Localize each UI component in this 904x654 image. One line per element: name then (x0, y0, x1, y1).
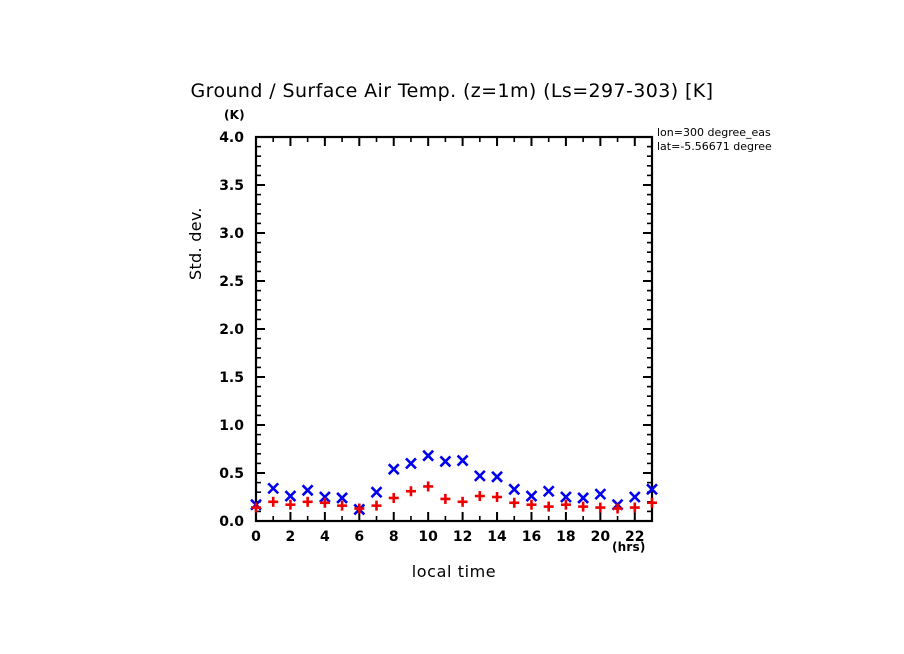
y-axis-unit-label: (K) (224, 108, 245, 122)
annotation-lat: lat=-5.56671 degree (657, 140, 772, 153)
data-markers-layer (250, 449, 658, 516)
data-point (423, 481, 434, 492)
svg-text:6: 6 (354, 529, 364, 545)
x-axis-ticks (255, 137, 653, 521)
y-axis-ticks (256, 136, 652, 522)
data-point (251, 502, 261, 513)
data-point (473, 469, 486, 482)
data-point (267, 482, 280, 495)
data-point (371, 500, 382, 511)
data-point (268, 496, 279, 507)
data-point (388, 492, 399, 503)
data-point (525, 490, 538, 502)
x-axis-tick-labels: 0 2 4 6 8 10 12 14 16 18 20 22 (251, 529, 644, 545)
data-point (629, 502, 640, 513)
data-point (301, 484, 314, 497)
y-axis-tick-labels: 0.0 0.5 1.0 1.5 2.0 2.5 3.0 3.5 4.0 (219, 130, 244, 530)
x-axis-unit-label: (hrs) (612, 540, 646, 554)
data-point (370, 486, 383, 499)
svg-text:16: 16 (522, 529, 541, 545)
axes-frame (254, 135, 654, 523)
data-point (319, 497, 330, 508)
data-point (474, 491, 485, 502)
svg-text:2: 2 (286, 529, 296, 545)
data-point (422, 449, 435, 462)
svg-text:0.5: 0.5 (219, 466, 244, 482)
svg-text:20: 20 (591, 529, 611, 545)
svg-text:1.0: 1.0 (219, 418, 244, 434)
svg-text:1.5: 1.5 (219, 370, 244, 386)
data-point (302, 496, 313, 507)
data-point (387, 463, 400, 476)
svg-text:3.0: 3.0 (219, 226, 244, 242)
chart-title: Ground / Surface Air Temp. (z=1m) (Ls=29… (190, 80, 714, 102)
data-point (405, 486, 416, 497)
data-point (405, 457, 417, 470)
data-point (508, 483, 521, 496)
svg-text:8: 8 (389, 529, 399, 545)
data-point (526, 499, 537, 510)
svg-text:10: 10 (418, 529, 438, 545)
data-point (318, 491, 331, 503)
data-point (578, 501, 589, 512)
data-point (594, 488, 607, 501)
data-point (492, 492, 503, 502)
data-point (509, 497, 520, 508)
data-point (647, 497, 657, 508)
svg-text:4.0: 4.0 (219, 130, 244, 146)
plot-annotations: lon=300 degree_eas lat=-5.56671 degree (657, 126, 904, 154)
data-point (542, 485, 555, 498)
data-point (337, 500, 348, 511)
data-point (284, 490, 297, 502)
x-axis-title: local time (411, 562, 497, 581)
series-ground (250, 449, 658, 516)
svg-text:0: 0 (251, 529, 261, 545)
data-point (285, 499, 296, 510)
data-point (559, 491, 572, 503)
data-point (646, 483, 658, 496)
svg-text:4: 4 (320, 529, 330, 545)
svg-text:2.5: 2.5 (219, 274, 244, 290)
svg-text:3.5: 3.5 (219, 178, 244, 194)
data-point (543, 501, 554, 512)
data-point (439, 455, 452, 468)
data-point (336, 492, 349, 504)
data-point (491, 470, 503, 483)
data-point (354, 503, 365, 514)
svg-text:2.0: 2.0 (219, 322, 244, 338)
data-point (595, 502, 606, 513)
svg-text:14: 14 (487, 529, 507, 545)
data-point (440, 493, 451, 504)
svg-text:12: 12 (453, 529, 472, 545)
data-point (577, 492, 590, 504)
data-point (560, 499, 571, 510)
svg-text:18: 18 (556, 529, 575, 545)
svg-text:22: 22 (625, 529, 644, 545)
data-point (456, 454, 469, 467)
data-point (612, 503, 623, 514)
svg-text:0.0: 0.0 (219, 514, 244, 530)
data-point (628, 491, 641, 503)
annotation-lon: lon=300 degree_eas (657, 126, 771, 139)
series-surface-air (251, 481, 657, 514)
data-point (457, 496, 468, 507)
